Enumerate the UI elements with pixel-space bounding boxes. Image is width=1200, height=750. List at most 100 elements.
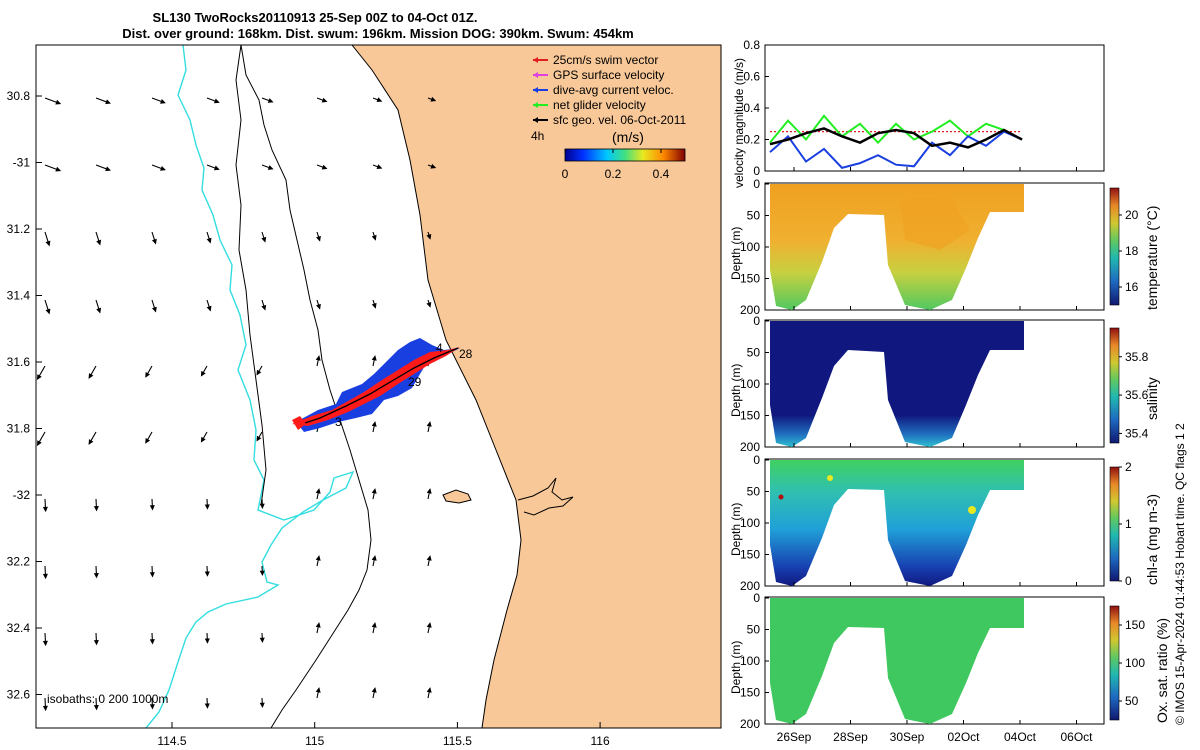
temperature-cbar-label: temperature (°C) [1144, 206, 1160, 310]
cbar-tick-label: 100 [1125, 656, 1145, 670]
salinity-panel: salinity [764, 319, 1160, 448]
map-border [35, 44, 722, 729]
velocity-arrowhead [105, 166, 111, 172]
map-ytick-label: 31.8 [7, 422, 31, 436]
velocity-arrowhead [105, 99, 111, 105]
chlorophyll-cbar-label: chl-a (mg m-3) [1144, 494, 1160, 585]
velocity-arrowhead [371, 488, 377, 494]
velocity-arrowhead [55, 99, 62, 105]
velocity-arrowhead [315, 622, 321, 628]
depth-tick-label: 100 [740, 654, 760, 668]
map-ytick-label: 32.4 [7, 621, 31, 635]
velocity-arrowhead [145, 437, 151, 444]
velocity-arrowhead [267, 98, 274, 103]
depth-tick-label: 200 [740, 440, 760, 454]
depth-tick-label: 0 [753, 314, 760, 328]
map-ytick-label: 31.6 [7, 355, 31, 369]
velocity-arrowhead [149, 505, 155, 511]
chlorophyll-section [770, 460, 1024, 586]
salinity-cbar-label: salinity [1144, 377, 1160, 420]
date-tick-label: 30Sep [890, 730, 925, 744]
depth-tick-label: 0 [753, 591, 760, 605]
map-ytick-label: 31.2 [7, 222, 31, 236]
map-ytick-label: -32 [13, 488, 31, 502]
colorbar-tick-label: 0.2 [605, 167, 622, 181]
coastline [351, 45, 522, 728]
cbar-tick-label: 1 [1125, 517, 1132, 531]
depth-tick-label: 150 [740, 272, 760, 286]
velocity-arrowhead [426, 555, 432, 561]
velocity-arrowhead [259, 702, 265, 708]
depth-tick-label: 100 [740, 240, 760, 254]
depth-tick-label: 50 [747, 485, 761, 499]
velocity-arrowhead [42, 640, 48, 647]
velocity-arrowhead [376, 97, 383, 103]
velocity-arrowhead [426, 488, 432, 494]
depth-tick-label: 150 [740, 686, 760, 700]
date-tick-label: 02Oct [947, 730, 980, 744]
velocity-arrowhead [145, 371, 151, 378]
surface-velocity-arrows [36, 96, 437, 712]
velocity-arrowhead [36, 374, 42, 381]
estuary-coast [517, 477, 574, 516]
legend-arrowhead [533, 57, 538, 63]
velocity-arrowhead [88, 439, 94, 445]
cbar-tick-label: 18 [1125, 244, 1139, 258]
velocity-arrowhead [376, 164, 383, 170]
velocity-arrowhead [259, 570, 265, 576]
speed-colorbar [564, 148, 686, 162]
map-xtick-label: 114.5 [157, 734, 186, 748]
velocity-arrowhead [204, 638, 210, 644]
cbar-tick-label: 35.6 [1125, 388, 1149, 402]
glider-track [292, 338, 460, 432]
velocity-ylabel: velocity magnitude (m/s) [732, 58, 746, 188]
velocity-arrowhead [93, 505, 99, 512]
velocity-arrowhead [321, 164, 328, 170]
depth-tick-label: 50 [747, 346, 761, 360]
map-y-axis: 30.8 -31 31.2 31.4 31.6 31.8 -32 32.2 32.4 32.6 [7, 89, 42, 702]
map-x-axis: 114.5 115 115.5 116 [157, 722, 610, 748]
velocity-ytick-label: 0.4 [743, 101, 760, 115]
velocity-arrowhead [149, 639, 155, 645]
legend-entry: sfc geo. vel. 06-Oct-2011 [553, 113, 687, 127]
isobaths-label: isobaths: 0 200 1000m [47, 692, 168, 706]
velocity-arrowhead [204, 504, 210, 510]
cbar-tick-label: 0 [1125, 574, 1132, 588]
velocity-arrowhead [42, 573, 48, 580]
velocity-arrowhead [206, 305, 212, 312]
velocity-arrowhead [160, 98, 166, 104]
chl-hotspot-2 [827, 475, 833, 481]
oxygen-cbar-label: Ox. sat. ratio (%) [1154, 618, 1170, 723]
date-axis: 26Sep 28Sep 30Sep 02Oct 04Oct 06Oct [777, 167, 1093, 744]
legend-arrowhead [533, 102, 538, 108]
velocity-panel: 0 0.2 0.4 0.6 0.8 velocity magnitude (m/s) [732, 38, 1105, 188]
map-ytick-label: -31 [13, 156, 31, 170]
velocity-arrowhead [96, 239, 102, 246]
depth-tick-label: 150 [740, 548, 760, 562]
imos-credit: © IMOS 15-Apr-2024 01:44:53 Hobart time.… [1173, 423, 1187, 725]
velocity-arrowhead [426, 421, 432, 427]
depth-tick-label: 50 [747, 623, 761, 637]
land-area [352, 45, 721, 728]
map-xtick-label: 115 [305, 734, 324, 748]
velocity-arrowhead [206, 237, 212, 244]
velocity-arrowhead [42, 705, 48, 712]
velocity-arrowhead [42, 506, 48, 513]
isobath-1000m-left [235, 45, 267, 506]
colorbar-tick-label: 0 [562, 167, 569, 181]
track-label-4: 4 [436, 341, 443, 355]
velocity-arrowhead [371, 355, 377, 361]
velocity-arrowhead [371, 421, 377, 427]
colorbar-unit-label: (m/s) [612, 129, 644, 145]
depth-tick-label: 200 [740, 303, 760, 317]
cbar-tick-label: 2 [1125, 460, 1132, 474]
velocity-arrowhead [213, 165, 220, 171]
velocity-arrowhead [160, 165, 166, 171]
velocity-arrowhead [371, 302, 377, 309]
depth-tick-label: 0 [753, 177, 760, 191]
velocity-arrowhead [213, 98, 220, 104]
velocity-arrowhead [371, 234, 377, 241]
chl-hotspot-1 [968, 506, 976, 514]
